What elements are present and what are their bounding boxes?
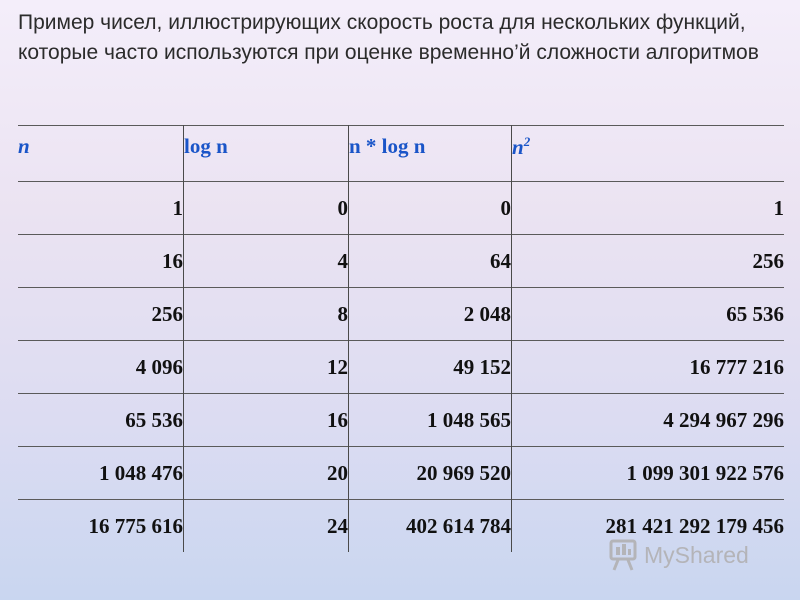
- table-row: 1 048 476 20 20 969 520 1 099 301 922 57…: [18, 446, 785, 500]
- cell-n-squared: 1 099 301 922 576: [626, 460, 785, 485]
- cell-log-n: 8: [183, 287, 349, 341]
- cell-log-n: 4: [183, 234, 349, 288]
- table-row: 16 775 616 24 402 614 784 281 421 292 17…: [18, 499, 785, 552]
- cell-n: 1 048 476: [18, 446, 184, 500]
- header-n-squared: n2: [512, 126, 785, 182]
- cell-log-n: 20: [183, 446, 349, 500]
- cell-n-squared: 256: [752, 248, 785, 273]
- myshared-logo-icon: [609, 539, 637, 571]
- cell-n-squared: 65 536: [726, 301, 784, 326]
- cell-n-squared: 16 777 216: [689, 354, 785, 379]
- table-row: 256 8 2 048 65 536: [18, 287, 784, 341]
- cell-log-n: 16: [183, 393, 349, 447]
- myshared-watermark: MyShared: [608, 537, 749, 573]
- slide-title: Пример чисел, иллюстрирующих скорость ро…: [18, 11, 759, 64]
- table-header-row: n log n n * log n n2: [18, 125, 785, 182]
- watermark-text: MyShared: [644, 541, 749, 568]
- header-log-n-label: log n: [184, 134, 228, 158]
- cell-n-log-n: 20 969 520: [348, 446, 512, 500]
- table-row: 4 096 12 49 152 16 777 216: [18, 340, 785, 394]
- table-row: 16 4 64 256: [18, 234, 785, 288]
- cell-n-log-n: 64: [348, 234, 512, 288]
- table-row: 65 536 16 1 048 565 4 294 967 296: [18, 393, 784, 447]
- header-n-squared-exponent: 2: [523, 134, 531, 149]
- cell-log-n: 12: [183, 340, 349, 394]
- cell-log-n: 24: [183, 499, 349, 552]
- cell-n-squared: 4 294 967 296: [663, 407, 784, 432]
- growth-rate-table: n log n n * log n n2 1 0 0 1 16 4 64 256…: [18, 125, 784, 552]
- cell-n-log-n: 402 614 784: [348, 499, 512, 552]
- header-n: n: [18, 125, 184, 182]
- cell-n-log-n: 2 048: [348, 287, 512, 341]
- cell-log-n: 0: [183, 181, 349, 235]
- cell-n: 1: [18, 181, 184, 235]
- cell-n: 4 096: [18, 340, 184, 394]
- table-row: 1 0 0 1: [18, 181, 785, 235]
- cell-n-log-n: 49 152: [348, 340, 512, 394]
- header-n-log-n: n * log n: [348, 125, 512, 182]
- header-log-n: log n: [183, 125, 349, 182]
- cell-n-squared: 281 421 292 179 456: [605, 513, 785, 538]
- header-n-log-n-label: n * log n: [349, 134, 426, 158]
- cell-n-squared: 1: [773, 195, 785, 220]
- cell-n: 16: [18, 234, 184, 288]
- cell-n: 65 536: [18, 393, 184, 447]
- cell-n: 256: [18, 287, 184, 341]
- cell-n-log-n: 1 048 565: [348, 393, 512, 447]
- cell-n-log-n: 0: [348, 181, 512, 235]
- header-n-squared-base: n: [512, 135, 524, 159]
- cell-n: 16 775 616: [18, 499, 184, 552]
